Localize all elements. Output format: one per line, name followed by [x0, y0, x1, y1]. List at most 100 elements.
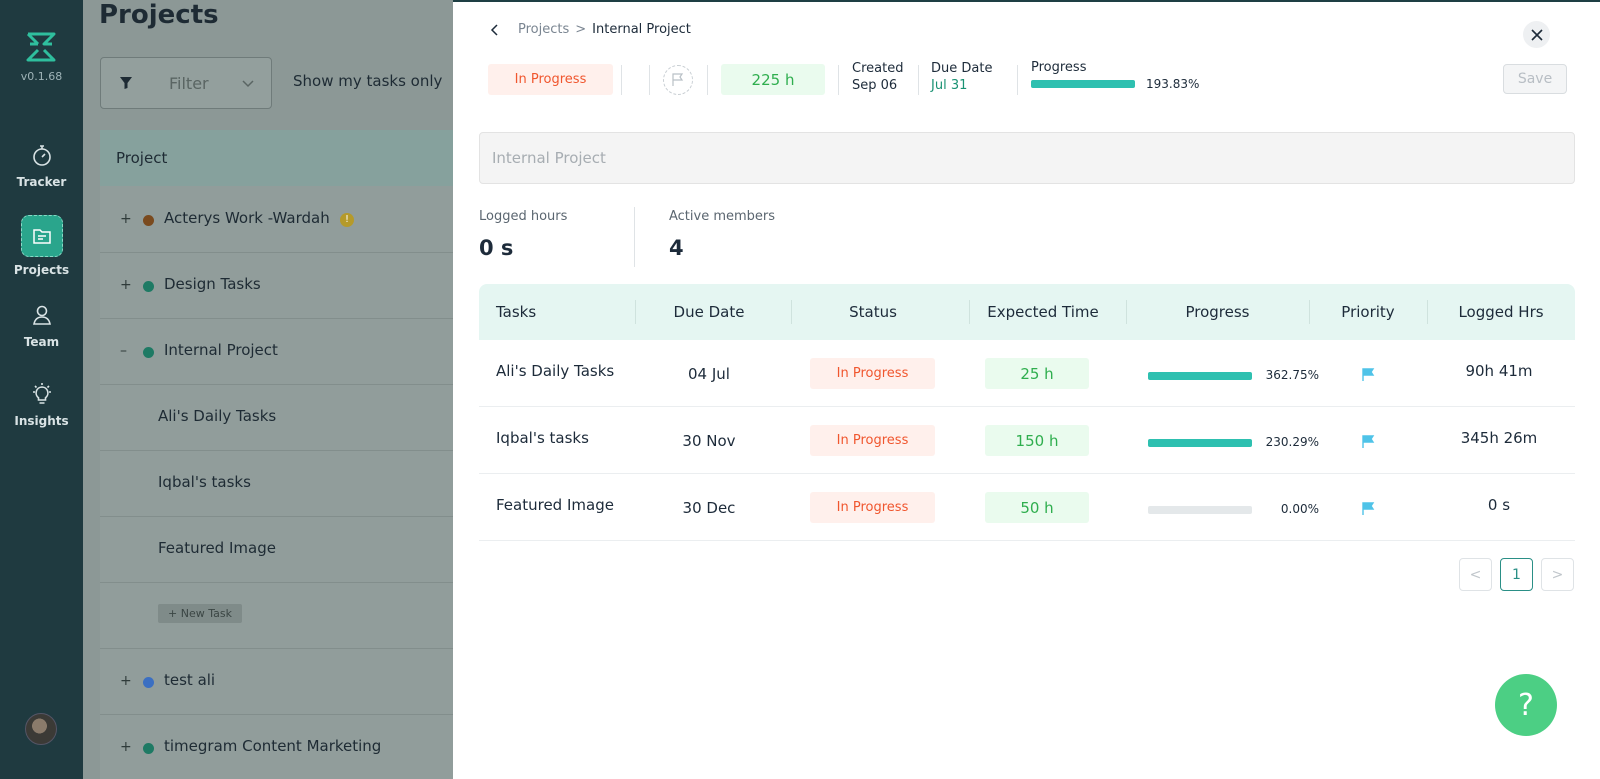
table-row[interactable]: Ali's Daily Tasks 04 Jul In Progress 25 … — [479, 340, 1575, 407]
due-date-value: Jul 31 — [931, 78, 968, 93]
subtask-name: Iqbal's tasks — [158, 473, 251, 491]
project-row[interactable]: + Design Tasks — [100, 252, 453, 319]
divider — [707, 65, 708, 95]
progress-fill — [1148, 372, 1252, 380]
project-name: test ali — [164, 671, 216, 689]
nav-item-label: Insights — [14, 414, 69, 428]
task-expected-time[interactable]: 150 h — [985, 425, 1089, 456]
filter-dropdown[interactable]: Filter — [100, 57, 272, 109]
nav-item-projects[interactable]: Projects — [0, 215, 83, 277]
pagination-next-button[interactable]: > — [1541, 558, 1574, 591]
progress-value: 193.83% — [1146, 77, 1200, 91]
column-header-due-date[interactable]: Due Date — [673, 303, 745, 321]
priority-flag-icon[interactable] — [1361, 435, 1375, 449]
divider — [918, 65, 919, 95]
divider — [1427, 300, 1428, 324]
nav-item-tracker[interactable]: Tracker — [0, 143, 83, 189]
task-logged-hours: 90h 41m — [1465, 362, 1533, 380]
nav-item-label: Projects — [13, 263, 70, 277]
expand-icon[interactable]: + — [120, 673, 132, 689]
column-header-expected-time[interactable]: Expected Time — [987, 303, 1099, 321]
task-status-badge[interactable]: In Progress — [810, 425, 935, 456]
priority-flag-icon[interactable] — [1361, 502, 1375, 516]
expand-icon[interactable]: + — [120, 739, 132, 755]
subtask-row[interactable]: Featured Image — [100, 516, 453, 583]
column-header-tasks[interactable]: Tasks — [496, 303, 537, 321]
due-date[interactable]: Due Date Jul 31 — [931, 60, 992, 94]
task-progress-value: 362.75% — [1265, 368, 1319, 382]
project-color-dot — [143, 677, 154, 688]
project-row[interactable]: – Internal Project — [100, 318, 453, 385]
stopwatch-icon — [32, 145, 51, 166]
project-row[interactable]: + timegram Content Marketing — [100, 714, 453, 779]
progress-fill — [1031, 80, 1135, 88]
task-due-date[interactable]: 04 Jul — [688, 365, 730, 383]
task-due-date[interactable]: 30 Nov — [682, 432, 736, 450]
logged-hours-label: Logged hours — [479, 209, 568, 224]
app-logo-icon[interactable] — [24, 30, 58, 64]
user-icon — [32, 305, 51, 325]
table-row[interactable]: Iqbal's tasks 30 Nov In Progress 150 h 2… — [479, 407, 1575, 474]
project-row[interactable]: + test ali — [100, 648, 453, 715]
task-status-badge[interactable]: In Progress — [810, 492, 935, 523]
filter-icon — [120, 77, 132, 89]
flag-icon — [672, 73, 684, 86]
filter-label: Filter — [169, 74, 209, 93]
show-my-tasks-label[interactable]: Show my tasks only — [293, 72, 443, 90]
created-value: Sep 06 — [852, 78, 898, 93]
breadcrumb-current: Internal Project — [592, 22, 691, 37]
chevron-left-icon[interactable] — [488, 23, 502, 37]
expected-hours-badge[interactable]: 225 h — [721, 64, 825, 95]
pagination-prev-button[interactable]: < — [1459, 558, 1492, 591]
new-task-row: + New Task — [100, 582, 453, 649]
project-detail-drawer: Projects > Internal Project In Progress … — [453, 0, 1600, 779]
column-header-status[interactable]: Status — [849, 303, 897, 321]
page-title: Projects — [99, 0, 219, 30]
project-name: timegram Content Marketing — [164, 737, 382, 755]
priority-picker[interactable] — [663, 65, 693, 95]
subtask-row[interactable]: Iqbal's tasks — [100, 450, 453, 517]
task-expected-time[interactable]: 50 h — [985, 492, 1089, 523]
task-progress-bar — [1148, 506, 1252, 514]
task-name[interactable]: Ali's Daily Tasks — [496, 362, 615, 380]
help-button[interactable]: ? — [1495, 674, 1557, 736]
expand-icon[interactable]: + — [120, 277, 132, 293]
new-task-button[interactable]: + New Task — [158, 604, 242, 623]
project-color-dot — [143, 281, 154, 292]
expand-icon[interactable]: + — [120, 211, 132, 227]
breadcrumb-parent[interactable]: Projects — [518, 22, 570, 37]
save-button[interactable]: Save — [1503, 64, 1567, 94]
project-row[interactable]: + Acterys Work -Wardah ! — [100, 186, 453, 253]
project-name-input[interactable] — [479, 132, 1575, 184]
column-header-logged-hrs[interactable]: Logged Hrs — [1458, 303, 1544, 321]
progress-label: Progress — [1031, 60, 1087, 75]
project-name: Acterys Work -Wardah — [164, 209, 330, 227]
project-status-badge[interactable]: In Progress — [488, 64, 613, 95]
created-date: Created Sep 06 — [852, 60, 903, 94]
avatar[interactable] — [25, 713, 57, 745]
nav-item-team[interactable]: Team — [0, 303, 83, 349]
close-button[interactable] — [1523, 21, 1550, 48]
active-members-value: 4 — [669, 236, 684, 260]
task-due-date[interactable]: 30 Dec — [682, 499, 736, 517]
created-label: Created — [852, 61, 904, 76]
priority-flag-icon[interactable] — [1361, 368, 1375, 382]
task-progress-bar — [1148, 439, 1252, 447]
task-logged-hours: 345h 26m — [1460, 429, 1538, 447]
collapse-icon[interactable]: – — [120, 343, 127, 359]
warning-icon: ! — [340, 213, 354, 227]
task-progress-value: 230.29% — [1265, 435, 1319, 449]
table-row[interactable]: Featured Image 30 Dec In Progress 50 h 0… — [479, 474, 1575, 541]
column-header-progress[interactable]: Progress — [1185, 303, 1250, 321]
task-name[interactable]: Featured Image — [496, 496, 614, 514]
subtask-row[interactable]: Ali's Daily Tasks — [100, 384, 453, 451]
task-status-badge[interactable]: In Progress — [810, 358, 935, 389]
project-color-dot — [143, 215, 154, 226]
task-name[interactable]: Iqbal's tasks — [496, 429, 589, 447]
pagination-page-1[interactable]: 1 — [1500, 558, 1533, 591]
nav-item-label: Team — [23, 335, 60, 349]
nav-item-insights[interactable]: Insights — [0, 382, 83, 428]
column-header-priority[interactable]: Priority — [1341, 303, 1395, 321]
task-expected-time[interactable]: 25 h — [985, 358, 1089, 389]
divider — [1017, 65, 1018, 95]
